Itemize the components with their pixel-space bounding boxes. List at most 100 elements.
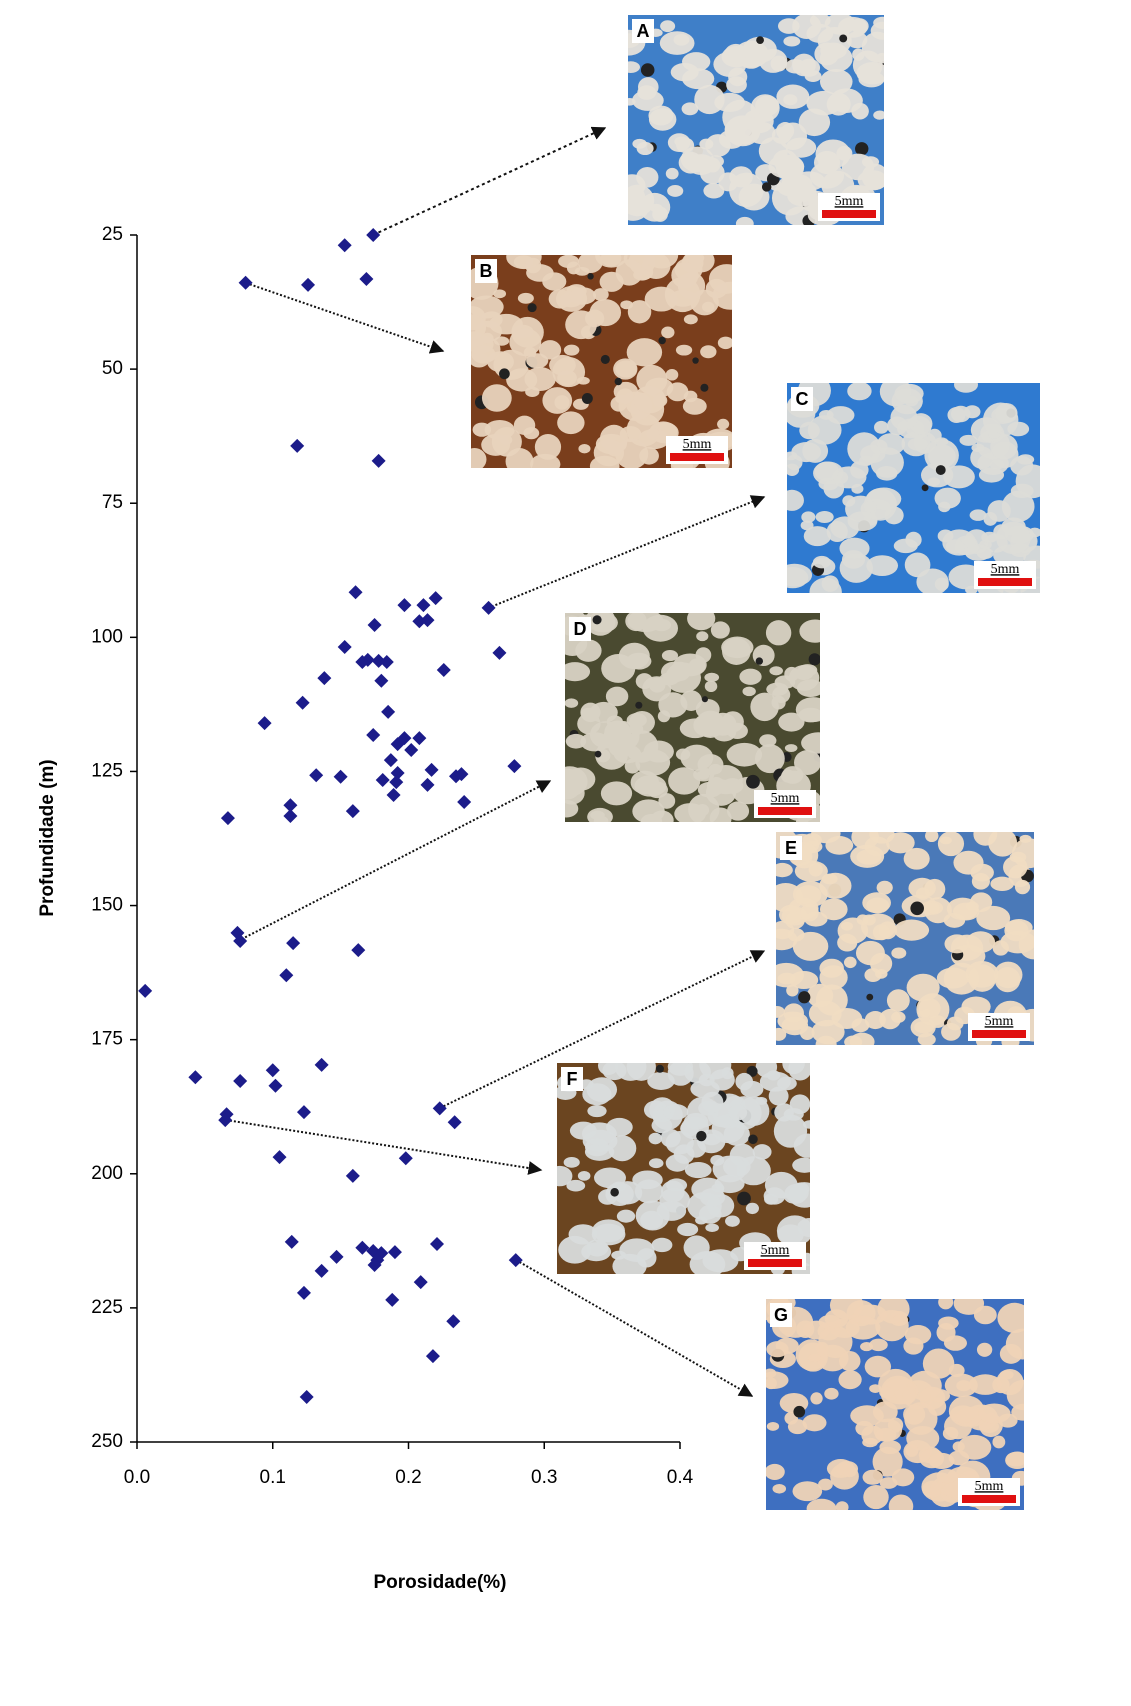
photo-panel: F 5mm [557, 1063, 810, 1274]
grain [876, 433, 906, 455]
grain [998, 1413, 1018, 1428]
grain [798, 707, 820, 723]
grain [842, 495, 856, 507]
grain [874, 420, 889, 434]
grain [673, 1144, 695, 1164]
grain [959, 434, 978, 446]
grain [866, 897, 890, 914]
point [508, 1253, 523, 1268]
grain [908, 877, 936, 899]
grain [766, 1463, 785, 1480]
grain [919, 1448, 945, 1469]
grain [635, 1200, 670, 1231]
dark-grain [921, 484, 929, 492]
y-tick-label: 125 [91, 760, 123, 781]
photo-panel: B 5mm [471, 255, 732, 468]
grain [819, 965, 848, 990]
grain [634, 775, 667, 797]
grain [612, 1181, 643, 1205]
panel-label: G [774, 1305, 788, 1325]
dark-grain [692, 357, 699, 364]
grain [668, 767, 701, 795]
grain [894, 919, 930, 941]
photo-panel: G 5mm [766, 1299, 1024, 1510]
grain [725, 1215, 740, 1227]
grain [471, 314, 487, 341]
grain [869, 1384, 882, 1393]
grain [847, 383, 872, 401]
dark-grain [746, 1065, 758, 1077]
grain [945, 539, 965, 554]
y-tick-label: 150 [91, 895, 123, 916]
point [481, 600, 496, 615]
grain [792, 931, 829, 961]
point [424, 762, 439, 777]
grain [565, 310, 597, 340]
grain [903, 1404, 926, 1425]
grain [934, 487, 961, 509]
grain [989, 459, 1005, 470]
grain [615, 438, 649, 468]
grain [994, 967, 1021, 993]
grain [578, 443, 591, 454]
point [507, 759, 522, 774]
grain [845, 1315, 881, 1340]
x-tick-label: 0.3 [531, 1467, 557, 1488]
grain [801, 511, 816, 523]
grain [629, 723, 644, 736]
point [420, 777, 435, 792]
panel-label: C [796, 389, 809, 409]
scale-bar [758, 807, 812, 815]
grain [563, 344, 580, 356]
grain [718, 129, 745, 149]
grain [872, 1446, 903, 1477]
grain [976, 1342, 993, 1357]
grain [810, 1392, 823, 1405]
x-axis-title: Porosidade(%) [373, 1572, 506, 1593]
grain [721, 711, 744, 733]
dark-grain [793, 1405, 806, 1418]
grain [706, 777, 726, 795]
grain [726, 76, 747, 94]
photo-panel: A 5mm [628, 15, 884, 225]
grain [635, 749, 671, 776]
scale-label: 5mm [835, 194, 864, 209]
grain [981, 531, 998, 543]
grain [787, 1419, 808, 1435]
grain [657, 710, 671, 723]
grain [759, 48, 788, 73]
grain [717, 418, 730, 430]
point [457, 795, 472, 810]
y-tick-label: 225 [91, 1297, 123, 1318]
grain [891, 388, 923, 415]
y-tick-label: 250 [91, 1431, 123, 1452]
arrow [237, 780, 552, 942]
grain [948, 1450, 970, 1466]
grain [471, 344, 496, 364]
photo-panel: C 5mm [787, 383, 1040, 593]
grain [787, 451, 798, 461]
grain [1015, 464, 1040, 499]
grain [699, 138, 714, 150]
point [238, 275, 253, 290]
grain [946, 1016, 964, 1031]
grain [1009, 851, 1027, 863]
grain [813, 150, 841, 175]
grain [616, 388, 634, 405]
grain [812, 555, 831, 569]
grain [710, 621, 730, 639]
grain [625, 613, 647, 632]
grain [852, 50, 883, 80]
grain [727, 1104, 748, 1121]
point [309, 768, 324, 783]
grain [700, 345, 717, 359]
panel-label: D [574, 619, 587, 639]
grain [976, 547, 994, 559]
grain [704, 672, 720, 682]
dark-grain [592, 615, 602, 625]
grain [554, 395, 570, 410]
grain [675, 344, 693, 356]
grain [735, 1072, 753, 1091]
grain [994, 403, 1018, 424]
point [389, 775, 404, 790]
